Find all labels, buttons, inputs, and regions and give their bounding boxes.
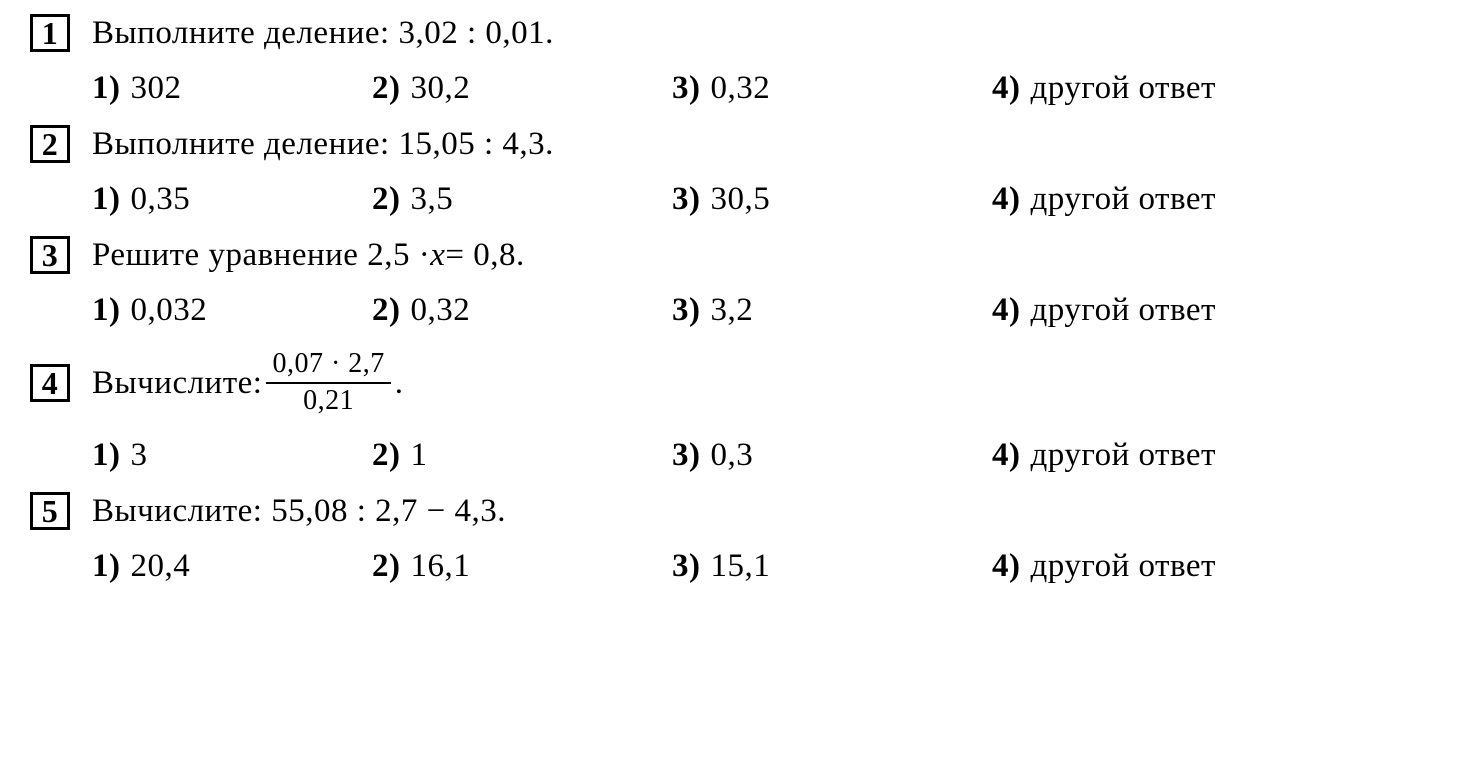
question-suffix: = 0,8. (445, 239, 524, 272)
option-text: 3 (131, 439, 148, 472)
option-label: 2) (372, 439, 401, 472)
option-label: 2) (372, 183, 401, 216)
option-text: 20,4 (131, 550, 191, 583)
option-text: другой ответ (1031, 183, 1216, 216)
option-label: 1) (92, 294, 121, 327)
option-3[interactable]: 3) 3,2 (672, 294, 992, 327)
option-text: 16,1 (411, 550, 471, 583)
answer-row: 1) 0,032 2) 0,32 3) 3,2 4) другой ответ (92, 294, 1443, 327)
option-label: 3) (672, 550, 701, 583)
problem-number-box: 5 (30, 492, 70, 530)
option-text: 0,32 (411, 294, 471, 327)
option-text: другой ответ (1031, 294, 1216, 327)
option-1[interactable]: 1) 0,032 (92, 294, 372, 327)
question-text: Выполните деление: 15,05 : 4,3. (92, 128, 554, 161)
option-text: 3,5 (411, 183, 454, 216)
problem-3: 3 Решите уравнение 2,5 · x = 0,8. 1) 0,0… (30, 236, 1443, 327)
option-1[interactable]: 1) 302 (92, 72, 372, 105)
answer-row: 1) 20,4 2) 16,1 3) 15,1 4) другой ответ (92, 550, 1443, 583)
option-label: 4) (992, 550, 1021, 583)
worksheet-page: 1 Выполните деление: 3,02 : 0,01. 1) 302… (0, 0, 1473, 623)
option-2[interactable]: 2) 1 (372, 439, 672, 472)
problem-2: 2 Выполните деление: 15,05 : 4,3. 1) 0,3… (30, 125, 1443, 216)
question-prefix: Решите уравнение 2,5 · (92, 239, 430, 272)
question-row: 1 Выполните деление: 3,02 : 0,01. (30, 14, 1443, 52)
option-label: 1) (92, 72, 121, 105)
option-label: 2) (372, 294, 401, 327)
answer-row: 1) 3 2) 1 3) 0,3 4) другой ответ (92, 439, 1443, 472)
question-suffix: . (395, 367, 404, 400)
variable-x: x (430, 239, 445, 272)
option-2[interactable]: 2) 16,1 (372, 550, 672, 583)
option-label: 4) (992, 183, 1021, 216)
option-text: 0,35 (131, 183, 191, 216)
option-label: 1) (92, 183, 121, 216)
option-2[interactable]: 2) 30,2 (372, 72, 672, 105)
question-text: Решите уравнение 2,5 · x = 0,8. (92, 239, 525, 272)
answer-row: 1) 302 2) 30,2 3) 0,32 4) другой ответ (92, 72, 1443, 105)
problem-number-box: 1 (30, 14, 70, 52)
option-label: 3) (672, 72, 701, 105)
option-text: 1 (411, 439, 428, 472)
option-label: 4) (992, 439, 1021, 472)
option-label: 3) (672, 294, 701, 327)
fraction-numerator: 0,07 · 2,7 (266, 349, 390, 384)
question-row: 4 Вычислите: 0,07 · 2,7 0,21 . (30, 347, 1443, 419)
option-1[interactable]: 1) 20,4 (92, 550, 372, 583)
option-4[interactable]: 4) другой ответ (992, 439, 1216, 472)
option-4[interactable]: 4) другой ответ (992, 183, 1216, 216)
option-3[interactable]: 3) 0,3 (672, 439, 992, 472)
option-1[interactable]: 1) 0,35 (92, 183, 372, 216)
option-text: другой ответ (1031, 550, 1216, 583)
question-row: 3 Решите уравнение 2,5 · x = 0,8. (30, 236, 1443, 274)
problem-1: 1 Выполните деление: 3,02 : 0,01. 1) 302… (30, 14, 1443, 105)
option-text: 15,1 (711, 550, 771, 583)
question-row: 2 Выполните деление: 15,05 : 4,3. (30, 125, 1443, 163)
option-text: 0,32 (711, 72, 771, 105)
option-text: 30,5 (711, 183, 771, 216)
option-label: 3) (672, 183, 701, 216)
option-4[interactable]: 4) другой ответ (992, 72, 1216, 105)
option-4[interactable]: 4) другой ответ (992, 294, 1216, 327)
option-4[interactable]: 4) другой ответ (992, 550, 1216, 583)
option-text: 0,032 (131, 294, 208, 327)
option-label: 2) (372, 72, 401, 105)
problem-number-box: 2 (30, 125, 70, 163)
option-label: 3) (672, 439, 701, 472)
option-2[interactable]: 2) 3,5 (372, 183, 672, 216)
option-3[interactable]: 3) 15,1 (672, 550, 992, 583)
option-3[interactable]: 3) 0,32 (672, 72, 992, 105)
fraction: 0,07 · 2,7 0,21 (266, 349, 390, 417)
problem-number-box: 3 (30, 236, 70, 274)
option-3[interactable]: 3) 30,5 (672, 183, 992, 216)
question-text: Вычислите: 0,07 · 2,7 0,21 . (92, 349, 404, 417)
option-text: 30,2 (411, 72, 471, 105)
option-label: 2) (372, 550, 401, 583)
fraction-denominator: 0,21 (297, 384, 360, 417)
question-text: Выполните деление: 3,02 : 0,01. (92, 17, 554, 50)
option-text: другой ответ (1031, 439, 1216, 472)
option-text: 3,2 (711, 294, 754, 327)
problem-number-box: 4 (30, 364, 70, 402)
option-text: 0,3 (711, 439, 754, 472)
question-row: 5 Вычислите: 55,08 : 2,7 − 4,3. (30, 492, 1443, 530)
option-label: 4) (992, 72, 1021, 105)
option-label: 1) (92, 439, 121, 472)
answer-row: 1) 0,35 2) 3,5 3) 30,5 4) другой ответ (92, 183, 1443, 216)
option-text: 302 (131, 72, 182, 105)
option-label: 1) (92, 550, 121, 583)
option-1[interactable]: 1) 3 (92, 439, 372, 472)
option-2[interactable]: 2) 0,32 (372, 294, 672, 327)
problem-4: 4 Вычислите: 0,07 · 2,7 0,21 . 1) 3 2) 1… (30, 347, 1443, 472)
question-prefix: Вычислите: (92, 367, 262, 400)
option-text: другой ответ (1031, 72, 1216, 105)
question-text: Вычислите: 55,08 : 2,7 − 4,3. (92, 495, 506, 528)
problem-5: 5 Вычислите: 55,08 : 2,7 − 4,3. 1) 20,4 … (30, 492, 1443, 583)
option-label: 4) (992, 294, 1021, 327)
